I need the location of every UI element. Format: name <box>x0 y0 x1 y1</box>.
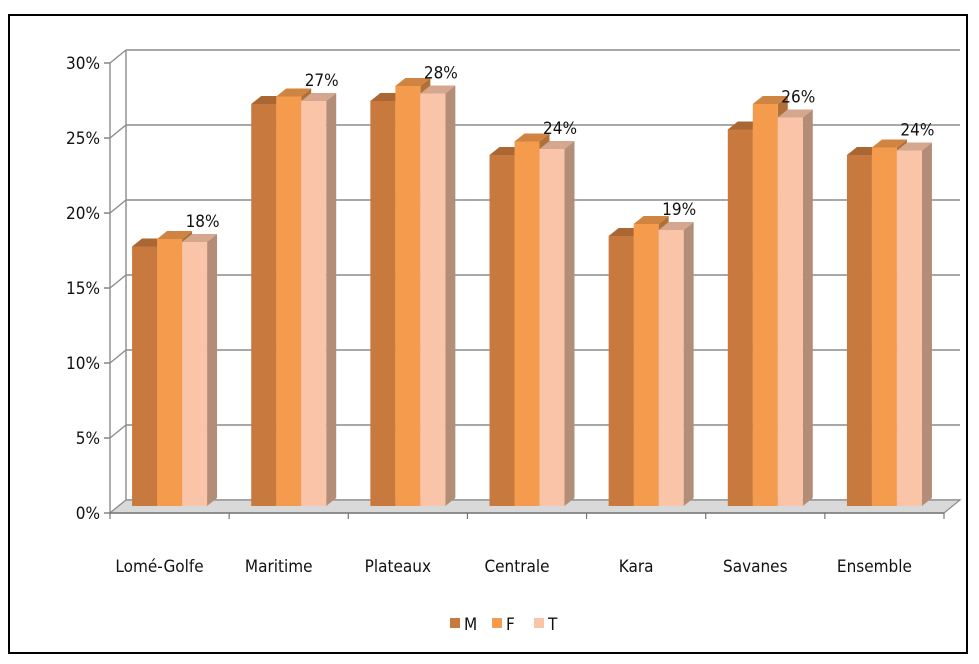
bar-t <box>182 234 218 506</box>
bar-t <box>658 222 694 506</box>
bar-top <box>871 139 907 148</box>
gridline-side <box>109 49 127 64</box>
bar-side <box>326 93 337 506</box>
x-category-label: Plateaux <box>365 557 431 577</box>
y-tick-label: 20% <box>66 204 100 224</box>
bar-top <box>420 85 456 94</box>
bar-front <box>276 96 302 506</box>
bar-front <box>896 150 922 506</box>
bar-front <box>846 155 872 506</box>
bar-top <box>395 78 431 86</box>
bar-front <box>370 101 396 506</box>
gridline-side <box>109 124 127 139</box>
bar-top <box>157 231 193 239</box>
bar-front <box>157 239 183 506</box>
bar-front <box>395 86 421 506</box>
bar-top <box>539 141 575 149</box>
legend-label-m: M <box>464 615 477 635</box>
bar-front <box>633 224 659 506</box>
data-labels: 18% 27% 28% 24% 19% 26% 24% <box>186 64 935 233</box>
bar-side <box>445 85 456 506</box>
axes: 0% 5% 10% 15% 20% 25% 30% Lomé-Golfe Maritime Pla… <box>66 50 945 577</box>
bar-top <box>276 88 312 97</box>
bar-front <box>727 129 753 506</box>
x-category-label: Ensemble <box>837 557 912 577</box>
bar-front <box>539 149 565 506</box>
bar-t <box>420 85 456 506</box>
x-category-label: Maritime <box>245 557 313 577</box>
bar-front <box>514 141 540 506</box>
bar-side <box>207 234 218 506</box>
bar-t <box>896 142 932 506</box>
bar-top <box>301 93 337 101</box>
data-label: 26% <box>781 88 815 108</box>
bar-t <box>777 109 813 506</box>
bar-top <box>658 222 694 230</box>
bar-front <box>752 104 778 506</box>
bar-front <box>489 155 515 506</box>
legend-swatch-f <box>492 618 502 628</box>
bar-front <box>658 230 684 506</box>
bar-front <box>132 246 158 506</box>
bar-side <box>564 141 575 506</box>
data-label: 24% <box>900 121 934 141</box>
data-label: 27% <box>305 71 339 91</box>
bar-front <box>608 236 634 506</box>
y-tick-label: 5% <box>76 429 100 449</box>
bar-top <box>777 109 813 118</box>
gridline-side <box>109 424 127 439</box>
bar-t <box>539 141 575 506</box>
legend-label-f: F <box>506 615 515 635</box>
legend-label-t: T <box>547 615 558 635</box>
bar-top <box>896 142 932 151</box>
bar-top <box>514 133 550 142</box>
bar-front <box>420 93 446 506</box>
bar-side <box>683 222 694 506</box>
gridline-side <box>109 274 127 289</box>
data-label: 19% <box>662 200 696 220</box>
chart-frame: 0% 5% 10% 15% 20% 25% 30% Lomé-Golfe Maritime Pla… <box>8 14 968 654</box>
bar-side <box>802 109 813 506</box>
bar-front <box>777 117 803 506</box>
y-tick-label: 25% <box>66 129 100 149</box>
bar-front <box>182 242 208 506</box>
bar-side <box>921 142 932 506</box>
bar-top <box>182 234 218 242</box>
y-tick-label: 15% <box>66 279 100 299</box>
bar-chart: 0% 5% 10% 15% 20% 25% 30% Lomé-Golfe Maritime Pla… <box>66 49 962 635</box>
bars <box>132 78 932 506</box>
x-category-label: Kara <box>619 557 654 577</box>
x-category-label: Lomé-Golfe <box>115 557 203 577</box>
y-tick-label: 30% <box>66 54 100 74</box>
gridline-side <box>109 199 127 214</box>
legend-swatch-m <box>450 618 460 628</box>
x-category-label: Savanes <box>723 557 788 577</box>
bar-top <box>752 96 788 104</box>
gridline-side <box>109 349 127 364</box>
bar-front <box>871 147 897 506</box>
bar-front <box>251 104 277 506</box>
x-category-label: Centrale <box>484 557 549 577</box>
bar-t <box>301 93 337 506</box>
legend-swatch-t <box>534 618 544 628</box>
bar-top <box>633 216 669 224</box>
bar-front <box>301 101 327 506</box>
data-label: 18% <box>186 212 220 232</box>
data-label: 24% <box>543 119 577 139</box>
data-label: 28% <box>424 64 458 84</box>
y-tick-label: 0% <box>76 504 100 524</box>
y-tick-label: 10% <box>66 354 100 374</box>
